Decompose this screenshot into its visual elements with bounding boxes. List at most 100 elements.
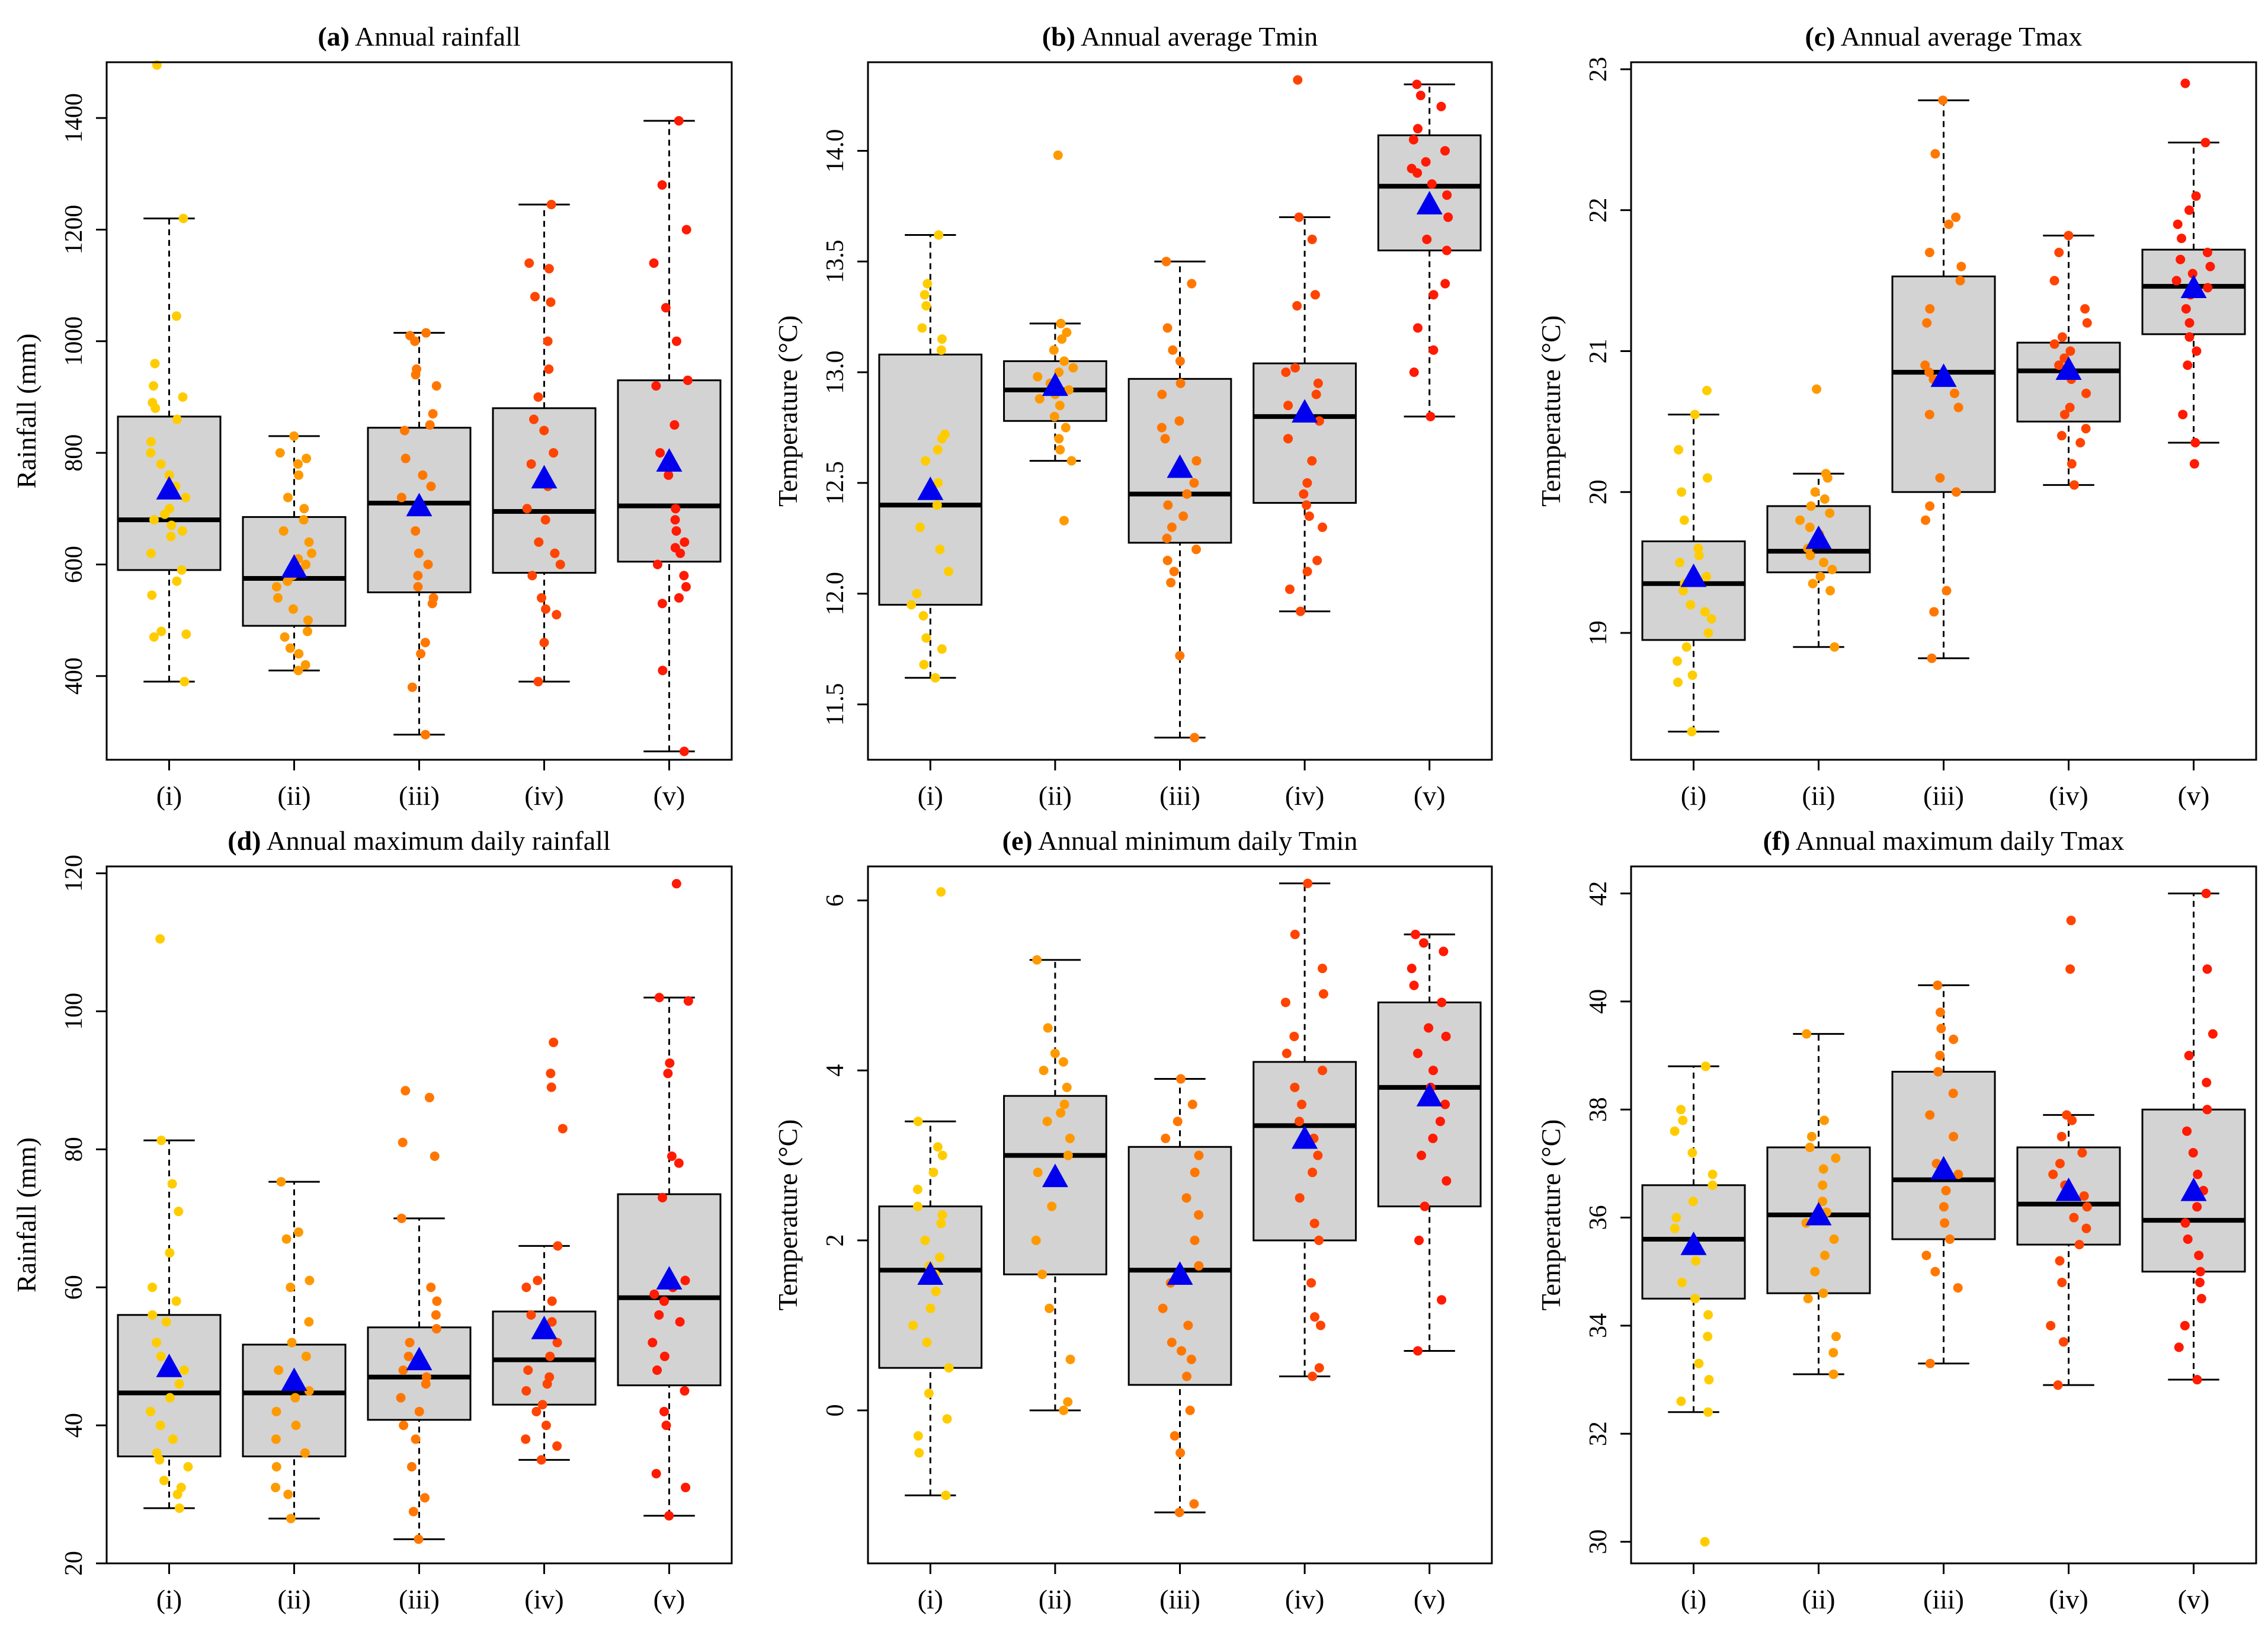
data-point [1830, 642, 1840, 652]
iqr-box [1252, 1061, 1357, 1242]
mean-marker [656, 448, 683, 472]
data-point [396, 1213, 406, 1223]
data-point [1422, 234, 1432, 244]
data-point [181, 629, 191, 639]
data-point [2187, 268, 2197, 279]
data-point [164, 504, 174, 514]
data-point [1055, 401, 1065, 411]
data-point [1303, 878, 1313, 888]
x-tick-label: (iv) [1285, 1584, 1324, 1614]
data-point [2195, 1277, 2205, 1287]
data-point [401, 1086, 411, 1096]
data-point [1318, 522, 1328, 532]
data-point [1409, 980, 1419, 990]
box-group-5 [617, 116, 722, 756]
data-point [1299, 489, 1309, 499]
data-point [1047, 1201, 1057, 1211]
data-point [171, 1296, 181, 1306]
x-tick-label: (v) [2178, 1584, 2210, 1614]
data-point [2181, 304, 2191, 314]
data-point [1039, 1066, 1049, 1076]
data-point [526, 1310, 536, 1320]
data-point [539, 638, 549, 648]
data-point [1407, 164, 1417, 174]
data-point [273, 593, 283, 603]
data-point [922, 1338, 932, 1348]
data-point [2188, 1148, 2198, 1158]
data-point [2056, 431, 2067, 441]
mean-marker [1416, 1083, 1443, 1106]
box-group-3 [1127, 1074, 1232, 1517]
data-point [1059, 356, 1069, 366]
data-point [1442, 190, 1452, 200]
x-tick-label: (v) [1414, 1584, 1446, 1614]
data-point [1935, 1051, 1945, 1061]
panel-title-letter: (d) [228, 826, 261, 856]
data-point [1940, 1218, 1950, 1228]
mean-marker [656, 1266, 683, 1290]
data-point [164, 470, 174, 480]
data-point [152, 1338, 162, 1348]
data-point [1413, 323, 1423, 333]
data-point [1186, 1354, 1196, 1364]
data-point [2062, 1110, 2072, 1120]
data-point [1704, 1375, 1714, 1385]
data-point [1302, 500, 1312, 510]
data-point [2048, 1169, 2058, 1179]
mean-marker [917, 476, 944, 500]
box-group-5 [1377, 929, 1482, 1356]
data-point [431, 1310, 441, 1320]
data-point [405, 331, 415, 341]
data-point [1309, 1218, 1319, 1229]
data-point [1949, 1034, 1959, 1044]
data-point [681, 582, 691, 592]
data-point [937, 334, 947, 344]
data-point [659, 1406, 669, 1416]
data-point [652, 1365, 662, 1375]
mean-marker [2180, 1177, 2207, 1201]
data-point [1679, 515, 1689, 525]
data-point [534, 537, 544, 547]
data-point [303, 615, 313, 625]
data-point [1818, 1288, 1828, 1298]
y-tick-label: 42 [1585, 881, 1612, 906]
data-point [1953, 402, 1963, 412]
data-point [286, 1282, 296, 1293]
x-tick-label: (ii) [1039, 1584, 1072, 1614]
data-point [180, 677, 190, 687]
data-point [2077, 1148, 2087, 1158]
data-point [1063, 1150, 1073, 1160]
data-point [2075, 438, 2086, 447]
data-point [416, 649, 426, 659]
data-point [146, 437, 156, 447]
data-point [1057, 334, 1067, 344]
data-point [1673, 677, 1683, 687]
data-point [1190, 1236, 1200, 1246]
data-point [922, 279, 933, 289]
data-point [1676, 1105, 1686, 1115]
y-tick-label: 40 [60, 1413, 88, 1438]
data-point [552, 610, 562, 620]
x-tick-label: (iii) [1159, 780, 1200, 811]
data-point [2059, 410, 2070, 420]
data-point [524, 258, 534, 268]
mean-marker [1930, 1156, 1957, 1180]
data-point [651, 1469, 661, 1479]
y-tick-label: 14.0 [822, 129, 849, 173]
data-point [289, 431, 299, 441]
data-point [294, 649, 304, 659]
data-point [286, 1514, 296, 1524]
data-point [177, 565, 187, 575]
data-point [1178, 511, 1189, 521]
data-point [302, 453, 312, 463]
x-tick-label: (v) [654, 780, 685, 811]
data-point [1308, 1167, 1318, 1178]
data-point [2202, 1105, 2212, 1115]
data-point [1174, 416, 1184, 426]
data-point [1409, 367, 1419, 378]
mean-marker [1416, 191, 1443, 215]
data-point [1045, 1303, 1055, 1313]
data-point [421, 730, 431, 740]
data-point [431, 1324, 441, 1334]
data-point [1428, 345, 1439, 355]
